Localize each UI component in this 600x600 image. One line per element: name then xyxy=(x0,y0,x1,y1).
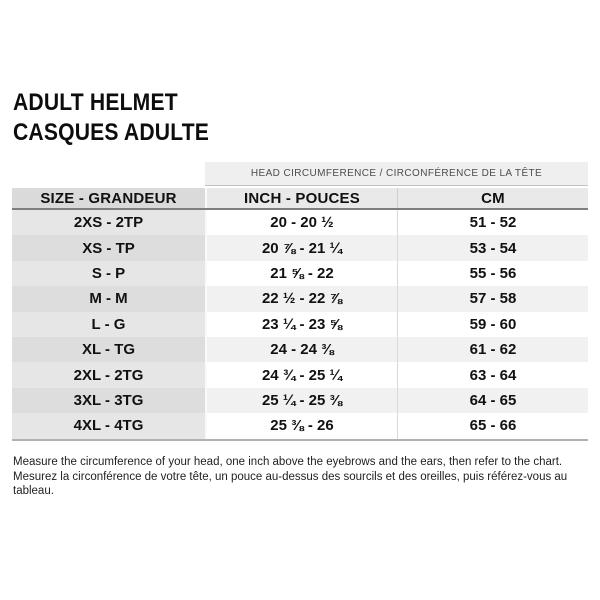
size-cell: 4XL - 4TG xyxy=(12,413,205,439)
size-cell: 2XS - 2TP xyxy=(12,210,205,236)
cm-cell: 53 - 54 xyxy=(397,235,588,261)
size-chart-table: HEAD CIRCUMFERENCE / CIRCONFÉRENCE DE LA… xyxy=(12,162,588,441)
cm-cell: 63 - 64 xyxy=(397,362,588,388)
inch-cell: 25 ⅜ - 26 xyxy=(205,413,397,439)
cm-cell: 59 - 60 xyxy=(397,311,588,337)
column-header-inch: INCH - POUCES xyxy=(205,188,397,208)
cm-cell: 64 - 65 xyxy=(397,387,588,414)
cm-cell: 61 - 62 xyxy=(397,336,588,363)
column-header-size: SIZE - GRANDEUR xyxy=(12,188,205,208)
cm-cell: 65 - 66 xyxy=(397,413,588,439)
measurement-note-fr: Mesurez la circonférence de votre tête, … xyxy=(13,470,568,498)
size-cell: 2XL - 2TG xyxy=(12,362,205,388)
table-row: 2XL - 2TG 24 ¾ - 25 ¼ 63 - 64 xyxy=(12,362,588,388)
table-row: 2XS - 2TP 20 - 20 ½ 51 - 52 xyxy=(12,210,588,236)
cm-cell: 57 - 58 xyxy=(397,286,588,312)
table-row: M - M 22 ½ - 22 ⅞ 57 - 58 xyxy=(12,286,588,312)
inch-cell: 23 ¼ - 23 ⅝ xyxy=(205,311,397,337)
inch-cell: 21 ⅝ - 22 xyxy=(205,260,397,287)
size-cell: XL - TG xyxy=(12,336,205,363)
inch-cell: 20 - 20 ½ xyxy=(205,210,397,236)
size-cell: S - P xyxy=(12,260,205,287)
size-cell: 3XL - 3TG xyxy=(12,387,205,414)
table-row: 3XL - 3TG 25 ¼ - 25 ⅜ 64 - 65 xyxy=(12,387,588,414)
page-title: ADULT HELMET CASQUES ADULTE xyxy=(13,88,209,148)
measurement-note-en: Measure the circumference of your head, … xyxy=(13,456,563,468)
inch-cell: 20 ⅞ - 21 ¼ xyxy=(205,235,397,261)
measurement-note: Measure the circumference of your head, … xyxy=(13,455,587,499)
inch-cell: 22 ½ - 22 ⅞ xyxy=(205,286,397,312)
inch-cell: 25 ¼ - 25 ⅜ xyxy=(205,387,397,414)
cm-cell: 55 - 56 xyxy=(397,260,588,287)
inch-cell: 24 - 24 ⅜ xyxy=(205,336,397,363)
table-row: S - P 21 ⅝ - 22 55 - 56 xyxy=(12,260,588,287)
size-cell: XS - TP xyxy=(12,235,205,261)
table-row: L - G 23 ¼ - 23 ⅝ 59 - 60 xyxy=(12,311,588,337)
inch-cell: 24 ¾ - 25 ¼ xyxy=(205,362,397,388)
span-header-row: HEAD CIRCUMFERENCE / CIRCONFÉRENCE DE LA… xyxy=(12,162,588,186)
size-cell: L - G xyxy=(12,311,205,337)
table-row: XL - TG 24 - 24 ⅜ 61 - 62 xyxy=(12,336,588,363)
table-row: 4XL - 4TG 25 ⅜ - 26 65 - 66 xyxy=(12,413,588,439)
column-header-row: SIZE - GRANDEUR INCH - POUCES CM xyxy=(12,188,588,210)
page-title-line-en: ADULT HELMET xyxy=(13,89,178,116)
span-header-label: HEAD CIRCUMFERENCE / CIRCONFÉRENCE DE LA… xyxy=(205,162,588,186)
header-gap xyxy=(12,186,588,188)
size-cell: M - M xyxy=(12,286,205,312)
column-header-cm: CM xyxy=(397,188,588,208)
table-body: 2XS - 2TP 20 - 20 ½ 51 - 52 XS - TP 20 ⅞… xyxy=(12,210,588,441)
cm-cell: 51 - 52 xyxy=(397,210,588,236)
page-title-line-fr: CASQUES ADULTE xyxy=(13,119,210,146)
table-row: XS - TP 20 ⅞ - 21 ¼ 53 - 54 xyxy=(12,235,588,261)
span-header-spacer xyxy=(12,162,205,186)
